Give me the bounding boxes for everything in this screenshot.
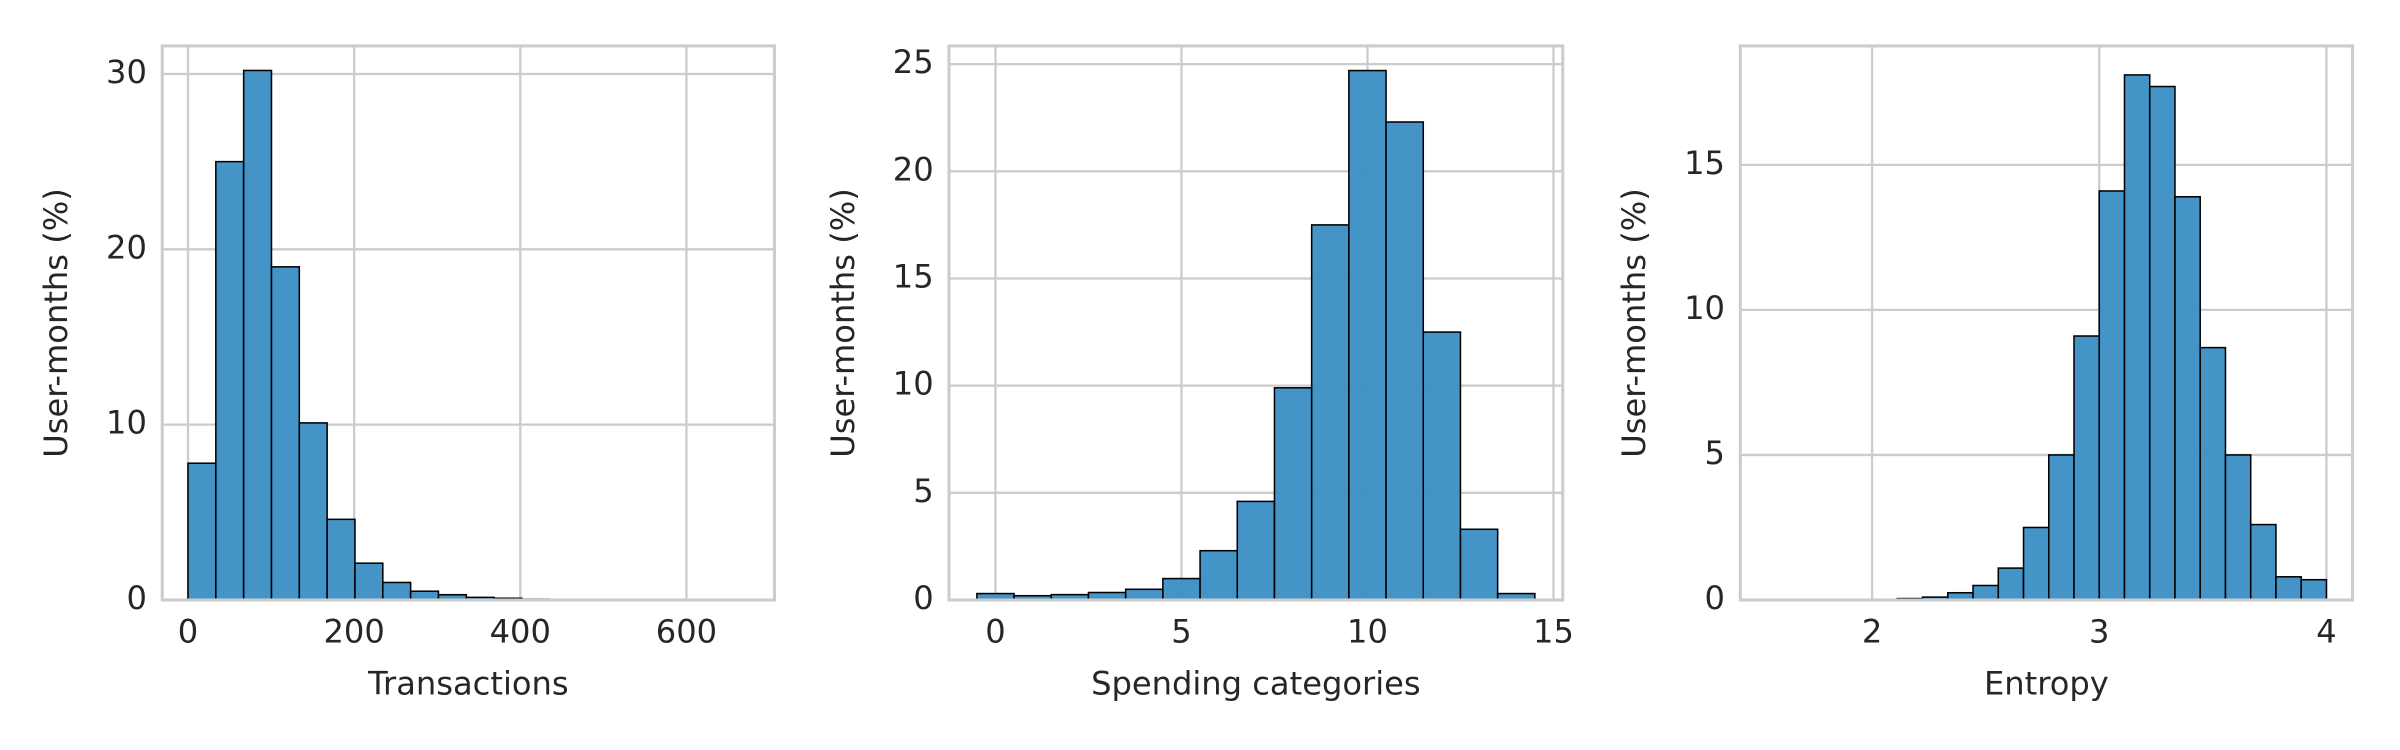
bar (187, 462, 217, 601)
bar (1124, 588, 1164, 601)
x-axis-label: Entropy (1984, 665, 2109, 703)
bar (2148, 85, 2176, 601)
bar (2174, 196, 2201, 601)
chart-panel: 2 3 4 0 5 10 15 Entropy User-months (%) (1615, 44, 2355, 703)
bar (2022, 526, 2050, 601)
bar (382, 581, 412, 601)
bar (2199, 346, 2227, 601)
chart-panel: 0 200 400 600 0 10 20 30 Transactions User-months… (37, 44, 777, 703)
y-tick-label: 10 (106, 404, 147, 442)
x-tick-label: 400 (490, 613, 551, 651)
y-tick-label: 5 (913, 472, 933, 510)
x-tick-label: 10 (1347, 613, 1388, 651)
plot-frame (1738, 44, 2355, 602)
bar (1162, 577, 1201, 601)
bar (2300, 578, 2328, 601)
x-tick-label: 4 (2316, 613, 2336, 651)
bar (2073, 335, 2101, 601)
plot-frame (160, 44, 777, 602)
bar (270, 266, 301, 601)
y-tick-label: 30 (106, 53, 147, 91)
bar (1459, 528, 1499, 601)
bar (2098, 190, 2126, 601)
bar (1997, 567, 2025, 601)
bar (1972, 584, 2000, 601)
y-tick-label: 15 (1684, 144, 1725, 182)
x-tick-label: 0 (178, 613, 198, 651)
y-tick-label: 25 (893, 43, 934, 81)
y-tick-label: 0 (1705, 579, 1725, 617)
bar (2224, 454, 2252, 601)
y-tick-label: 10 (893, 365, 934, 403)
y-tick-label: 15 (893, 257, 934, 295)
bar (1199, 549, 1239, 601)
bar (215, 160, 245, 601)
bar (326, 518, 356, 601)
plot-frame (947, 44, 1565, 602)
x-axis-label: Spending categories (1091, 665, 1421, 703)
x-tick-label: 200 (323, 613, 384, 651)
y-tick-label: 0 (913, 579, 933, 617)
y-tick-label: 20 (893, 150, 934, 188)
y-tick-label: 10 (1684, 289, 1725, 327)
x-tick-label: 15 (1533, 613, 1574, 651)
bar (1422, 331, 1462, 601)
bar (2123, 74, 2151, 601)
bar (2275, 576, 2302, 601)
bar (298, 422, 328, 601)
bar (1273, 387, 1313, 601)
y-axis-label: User-months (%) (824, 188, 862, 458)
bar (354, 562, 384, 601)
x-tick-label: 600 (656, 613, 717, 651)
x-tick-label: 0 (985, 613, 1005, 651)
y-tick-label: 5 (1705, 434, 1725, 472)
bar (2048, 454, 2075, 601)
bar (1310, 224, 1350, 601)
y-tick-label: 0 (126, 579, 146, 617)
x-tick-label: 3 (2089, 613, 2109, 651)
bar (242, 69, 273, 601)
bar (1385, 121, 1425, 601)
chart-panel: 0 5 10 15 0 5 10 15 20 25 Spending categories User-… (824, 43, 1574, 703)
x-axis-label: Transactions (367, 665, 569, 703)
y-axis-label: User-months (%) (37, 188, 75, 458)
bar (2249, 523, 2277, 601)
x-tick-label: 2 (1862, 613, 1882, 651)
x-tick-label: 5 (1171, 613, 1191, 651)
bar (1348, 69, 1387, 601)
y-axis-label: User-months (%) (1615, 188, 1653, 458)
bar (1236, 500, 1276, 601)
y-tick-label: 20 (106, 228, 147, 266)
